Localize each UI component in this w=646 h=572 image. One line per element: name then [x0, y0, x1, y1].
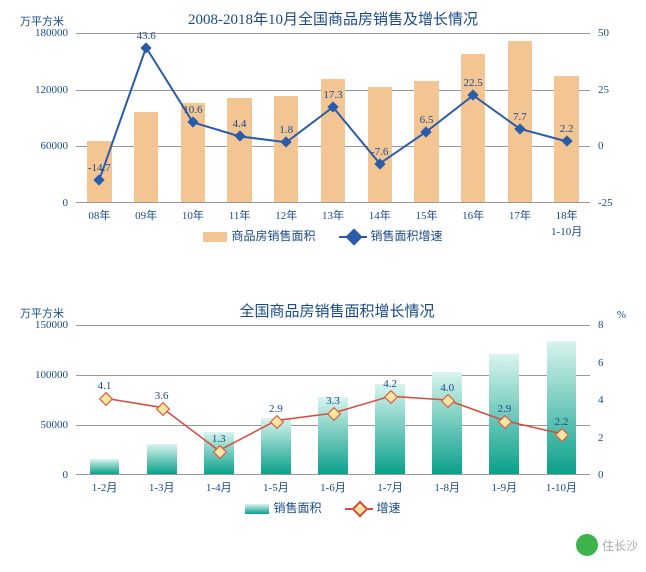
data-label: 17.3 — [323, 89, 342, 101]
x-tick: 1-8月 — [419, 479, 476, 495]
x-tick: 1-7月 — [362, 479, 419, 495]
chart2-yleft-ticks: 050000100000150000 — [20, 325, 72, 475]
data-label: 1.3 — [212, 433, 226, 445]
chart1-plot: -14.7 43.6 10.6 4.4 1.8 17.3 -7.6 6.5 22.5 7.7 2.2 — [76, 33, 590, 203]
y-tick-right: 0 — [598, 140, 604, 152]
data-label: 2.9 — [269, 403, 283, 415]
data-label: 1.8 — [279, 124, 293, 136]
y-tick-right: 0 — [598, 469, 604, 481]
page: 万平方米 2008-2018年10月全国商品房销售及增长情况 060000120… — [0, 0, 646, 572]
y-tick-right: -25 — [598, 197, 613, 209]
x-tick: 1-9月 — [476, 479, 533, 495]
data-label: 3.6 — [155, 390, 169, 402]
chart1-title: 2008-2018年10月全国商品房销售及增长情况 — [80, 8, 586, 29]
x-tick: 1-6月 — [304, 479, 361, 495]
chart2-legend-bar-label: 销售面积 — [273, 501, 321, 515]
y-tick-left: 120000 — [20, 84, 68, 96]
x-tick: 1-5月 — [247, 479, 304, 495]
data-label: 4.4 — [233, 118, 247, 130]
chart2-x-ticks: 1-2月1-3月1-4月1-5月1-6月1-7月1-8月1-9月1-10月 — [76, 477, 590, 495]
watermark-icon — [576, 534, 598, 556]
data-label: 43.6 — [136, 30, 155, 42]
chart2-legend-line-label: 增速 — [377, 501, 401, 515]
x-tick: 17年 — [497, 207, 544, 223]
y-tick-left: 180000 — [20, 27, 68, 39]
data-label: 2.2 — [555, 416, 569, 428]
y-tick-left: 50000 — [20, 419, 68, 431]
y-tick-right: 8 — [598, 319, 604, 331]
data-label: 10.6 — [183, 104, 202, 116]
chart2-title: 全国商品房销售面积增长情况 — [80, 300, 594, 321]
x-tick: 08年 — [76, 207, 123, 223]
x-tick: 16年 — [450, 207, 497, 223]
x-tick: 09年 — [123, 207, 170, 223]
chart1-yright-ticks: -2502550 — [594, 33, 626, 203]
data-label: 6.5 — [420, 114, 434, 126]
y-tick-left: 0 — [20, 469, 68, 481]
y-tick-right: 6 — [598, 357, 604, 369]
y-tick-left: 150000 — [20, 319, 68, 331]
y-tick-left: 0 — [20, 197, 68, 209]
chart2: 万平方米 全国商品房销售面积增长情况 % 050000100000150000 … — [20, 300, 626, 516]
chart2-legend-bar: 销售面积 — [245, 499, 321, 516]
watermark: 住长沙 — [576, 534, 638, 556]
y-tick-right: 50 — [598, 27, 609, 39]
data-label: 7.7 — [513, 111, 527, 123]
y-tick-right: 25 — [598, 84, 609, 96]
chart1-x-ticks: 08年09年10年11年12年13年14年15年16年17年18年1-10月 — [76, 205, 590, 233]
data-label: 3.3 — [326, 395, 340, 407]
x-tick: 1-10月 — [533, 479, 590, 495]
x-tick: 15年 — [403, 207, 450, 223]
y-tick-left: 100000 — [20, 369, 68, 381]
chart2-legend-line: 增速 — [345, 499, 401, 516]
data-label: -14.7 — [88, 162, 111, 174]
x-tick: 12年 — [263, 207, 310, 223]
x-tick: 18年1-10月 — [543, 207, 590, 239]
watermark-text: 住长沙 — [602, 537, 638, 554]
x-tick: 10年 — [169, 207, 216, 223]
y-tick-right: 2 — [598, 432, 604, 444]
chart2-plot: 4.1 3.6 1.3 2.9 3.3 4.2 4.0 2.9 2.2 — [76, 325, 590, 475]
data-label: 2.2 — [560, 123, 574, 135]
x-tick: 1-3月 — [133, 479, 190, 495]
x-tick: 11年 — [216, 207, 263, 223]
x-tick: 13年 — [310, 207, 357, 223]
data-label: -7.6 — [371, 146, 388, 158]
data-label: 4.2 — [383, 378, 397, 390]
data-label: 2.9 — [497, 403, 511, 415]
chart2-legend: 销售面积 增速 — [20, 499, 626, 516]
y-tick-left: 60000 — [20, 140, 68, 152]
data-label: 4.1 — [98, 380, 112, 392]
x-tick: 1-4月 — [190, 479, 247, 495]
x-tick: 14年 — [356, 207, 403, 223]
data-label: 4.0 — [440, 382, 454, 394]
chart1: 万平方米 2008-2018年10月全国商品房销售及增长情况 060000120… — [20, 8, 626, 244]
x-tick: 1-2月 — [76, 479, 133, 495]
chart1-yleft-ticks: 060000120000180000 — [20, 33, 72, 203]
data-label: 22.5 — [464, 77, 483, 89]
chart2-yright-ticks: 02468 — [594, 325, 626, 475]
y-tick-right: 4 — [598, 394, 604, 406]
